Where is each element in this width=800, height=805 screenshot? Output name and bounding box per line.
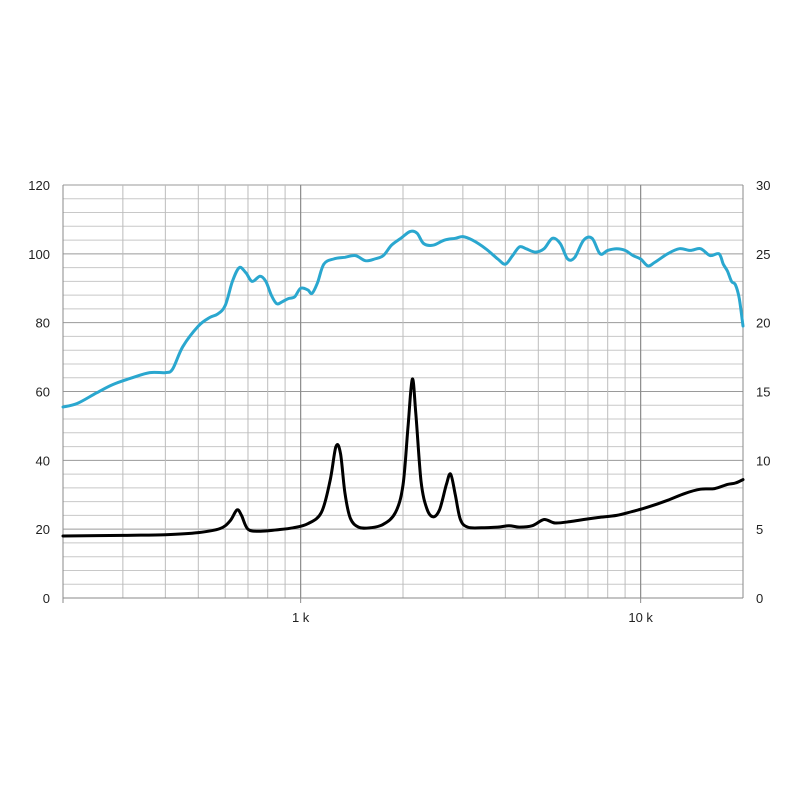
label-layer: 0 20 40 60 80 100 120 0 5 10 15 20 25 30 1 k 10 k (28, 178, 770, 625)
left-y-tick-label: 80 (36, 316, 50, 331)
left-y-tick-label: 120 (28, 178, 50, 193)
right-y-tick-label: 5 (756, 522, 763, 537)
left-y-tick-label: 100 (28, 247, 50, 262)
right-y-tick-label: 15 (756, 385, 770, 400)
left-y-tick-label: 0 (43, 591, 50, 606)
spl-response-line (61, 229, 745, 409)
x-tick-label: 10 k (628, 610, 653, 625)
right-y-tick-label: 30 (756, 178, 770, 193)
impedance-line (61, 377, 745, 538)
left-y-tick-label: 20 (36, 522, 50, 537)
left-y-tick-label: 60 (36, 385, 50, 400)
right-y-tick-label: 0 (756, 591, 763, 606)
right-y-tick-label: 25 (756, 247, 770, 262)
left-y-tick-label: 40 (36, 453, 50, 468)
right-y-tick-label: 10 (756, 453, 770, 468)
right-y-tick-label: 20 (756, 316, 770, 331)
series-layer (61, 229, 745, 538)
x-tick-label: 1 k (292, 610, 310, 625)
axis-layer (62, 185, 744, 603)
